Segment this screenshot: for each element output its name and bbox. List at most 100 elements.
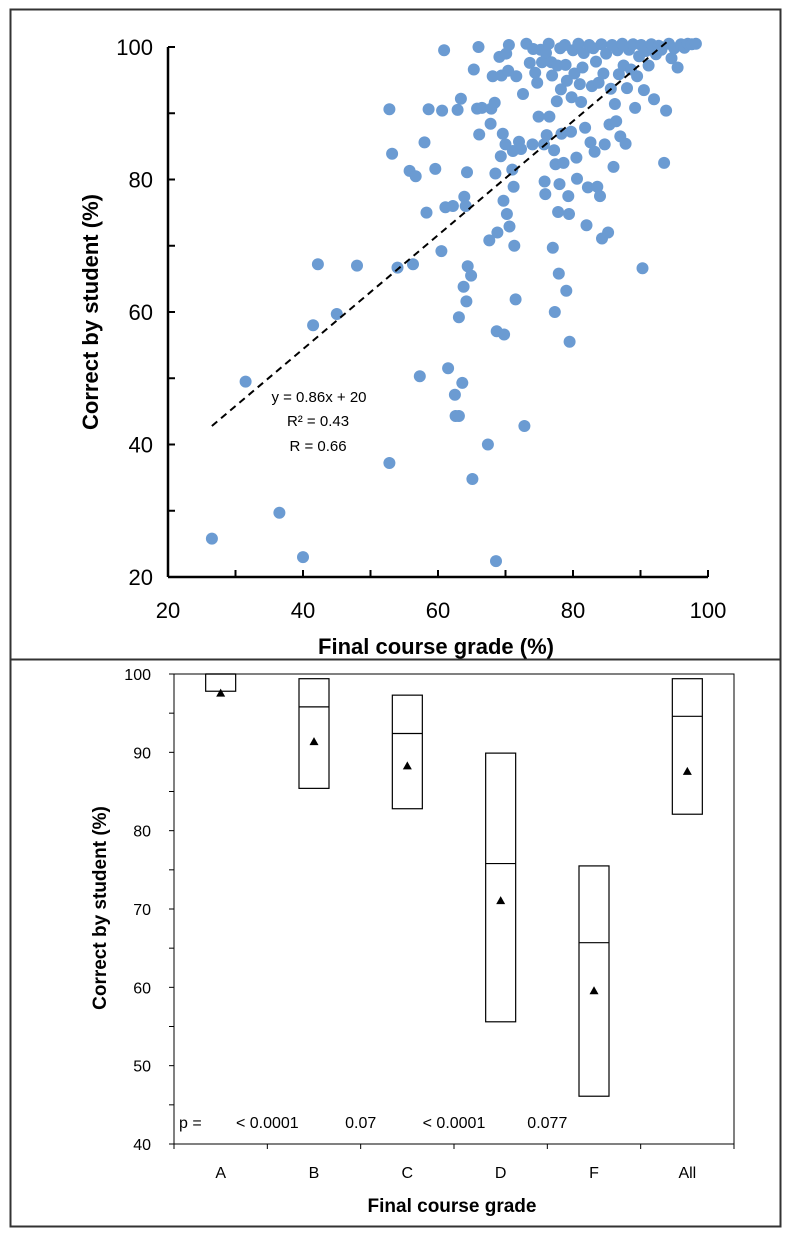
mean-marker xyxy=(589,986,599,995)
box-y-axis-label: Correct by student (%) xyxy=(90,806,111,1010)
y-tick-label: 70 xyxy=(133,902,151,919)
data-point xyxy=(540,47,552,59)
y-tick-label: 100 xyxy=(124,667,151,684)
category-label: B xyxy=(309,1165,320,1182)
box-y-tick-labels: 40 50 60 70 80 90 100 xyxy=(124,667,151,1154)
p-values: p = < 0.0001 0.07 < 0.0001 0.077 xyxy=(179,1115,567,1132)
y-tick-label: 40 xyxy=(129,433,153,458)
data-point xyxy=(484,117,497,130)
data-point xyxy=(542,37,555,50)
data-point xyxy=(570,151,583,164)
data-point xyxy=(554,83,567,96)
box-c xyxy=(391,694,423,810)
data-point xyxy=(452,410,465,422)
data-point xyxy=(481,438,494,451)
data-point xyxy=(572,37,585,50)
data-point xyxy=(508,239,521,252)
data-point xyxy=(488,96,501,109)
data-point xyxy=(383,457,396,469)
data-point xyxy=(597,67,610,80)
data-point xyxy=(523,56,536,69)
p-value: < 0.0001 xyxy=(236,1115,299,1132)
data-point xyxy=(494,150,507,163)
data-point xyxy=(515,143,527,155)
scatter-tick-labels: 20 40 60 80 100 20 40 60 80 100 xyxy=(116,35,726,623)
data-point xyxy=(507,180,520,193)
data-point xyxy=(540,129,553,142)
box-rect xyxy=(578,865,610,1097)
data-point xyxy=(526,138,539,151)
p-value: 0.077 xyxy=(527,1115,567,1132)
data-point xyxy=(465,269,478,282)
mean-marker xyxy=(402,761,412,770)
data-point xyxy=(429,162,442,175)
scatter-points xyxy=(205,37,702,568)
data-point xyxy=(610,115,623,128)
data-point xyxy=(205,532,218,545)
data-point xyxy=(552,267,565,280)
scatter-ticks xyxy=(167,46,709,578)
data-point xyxy=(543,110,556,123)
category-label: D xyxy=(495,1165,507,1182)
data-point xyxy=(510,70,523,83)
data-point xyxy=(420,206,433,219)
y-tick-label: 90 xyxy=(133,745,151,762)
data-point xyxy=(631,70,644,83)
data-point xyxy=(557,156,570,169)
data-point xyxy=(500,208,513,220)
box-rect xyxy=(485,752,517,1023)
data-point xyxy=(555,127,568,140)
data-point xyxy=(383,103,396,116)
box-x-axis-label: Final course grade xyxy=(368,1196,537,1217)
box-y-ticks xyxy=(169,673,174,1145)
data-point xyxy=(461,260,474,273)
box-x-tick-labels: A B C D F All xyxy=(215,1165,696,1182)
box-chart: 40 50 60 70 80 90 100 A B C D F All p = < 0.0001 0.0… xyxy=(90,667,735,1217)
trendline-equation: y = 0.86x + 20 xyxy=(271,389,366,406)
y-tick-label: 60 xyxy=(133,980,151,997)
data-point xyxy=(273,506,286,519)
data-point xyxy=(529,66,542,79)
data-point xyxy=(594,190,606,203)
x-tick-label: 60 xyxy=(426,598,450,623)
data-point xyxy=(553,178,566,191)
data-point xyxy=(532,110,545,123)
data-point xyxy=(562,190,575,203)
data-point xyxy=(563,335,576,348)
data-point xyxy=(467,63,480,76)
data-point xyxy=(619,137,632,150)
data-point xyxy=(518,420,531,432)
data-point xyxy=(351,259,363,272)
p-value: 0.07 xyxy=(345,1115,376,1132)
data-point xyxy=(539,188,552,201)
data-point xyxy=(546,69,559,82)
data-point xyxy=(642,59,655,72)
data-point xyxy=(531,76,544,89)
category-label: F xyxy=(589,1165,599,1182)
data-point xyxy=(591,180,604,193)
x-tick-label: 100 xyxy=(690,598,727,623)
data-point xyxy=(459,200,472,212)
box-plot-area xyxy=(173,673,735,1145)
data-point xyxy=(607,160,620,173)
data-point xyxy=(595,38,608,51)
data-point xyxy=(538,175,551,188)
data-point xyxy=(608,98,621,110)
data-point xyxy=(436,104,449,117)
data-point xyxy=(552,206,565,218)
y-tick-label: 80 xyxy=(133,824,151,841)
data-point xyxy=(602,226,615,239)
x-tick-label: 40 xyxy=(291,598,315,623)
data-point xyxy=(458,190,471,203)
data-point xyxy=(575,96,588,108)
data-point xyxy=(517,88,529,100)
box-rect xyxy=(298,678,330,789)
data-point xyxy=(665,52,678,65)
y-tick-label: 40 xyxy=(133,1137,151,1154)
data-point xyxy=(239,375,252,388)
boxes xyxy=(205,673,703,1097)
data-point xyxy=(503,220,516,233)
box-a xyxy=(205,673,237,697)
data-point xyxy=(297,551,309,564)
